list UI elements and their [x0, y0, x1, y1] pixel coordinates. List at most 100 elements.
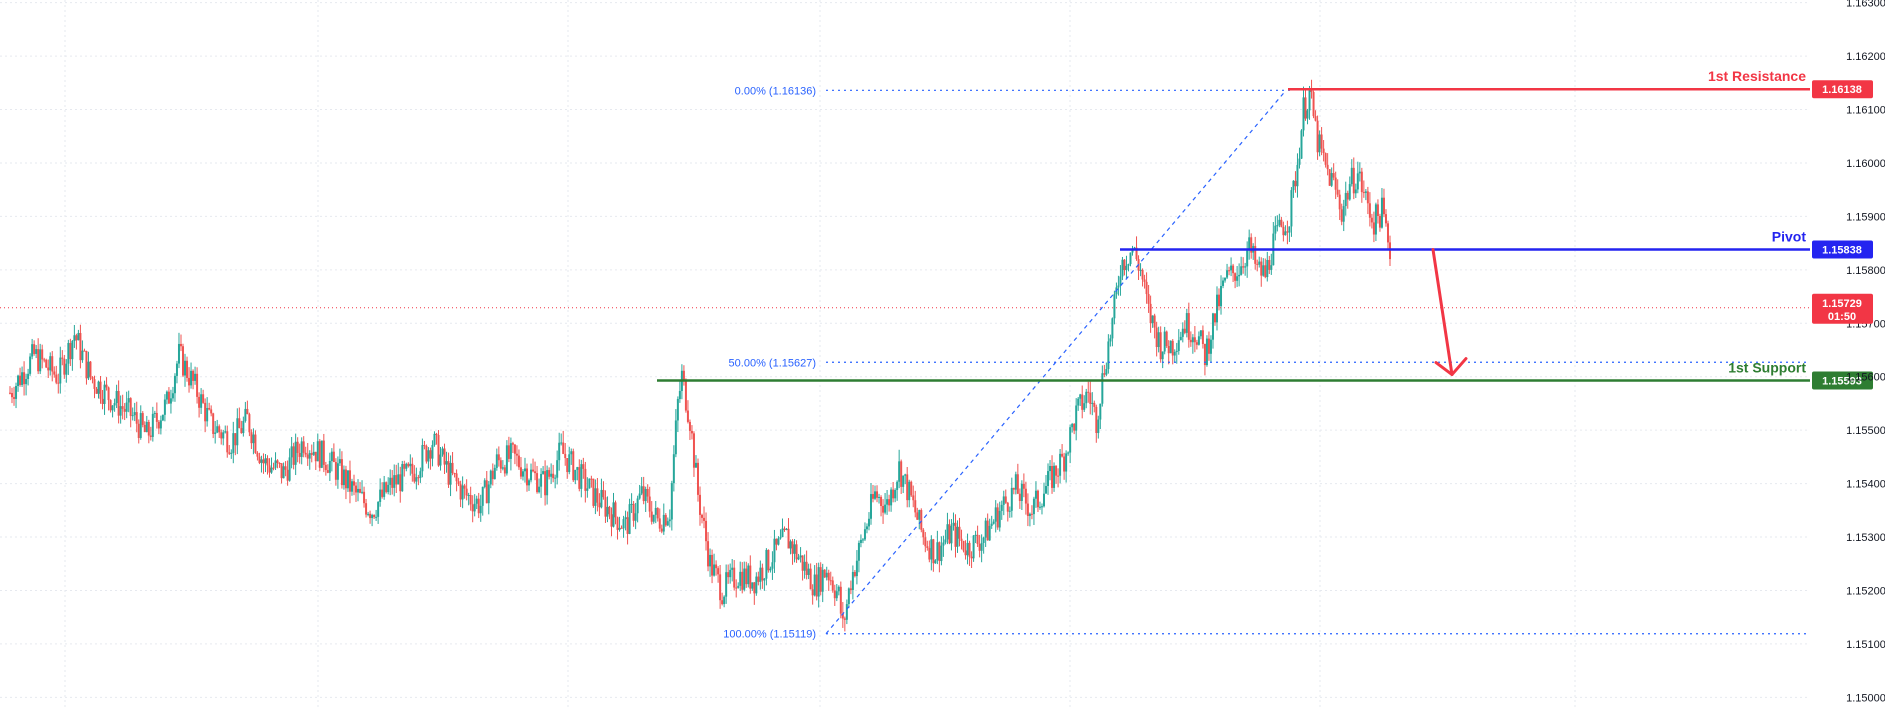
candle-body [505, 445, 508, 474]
candle-body [771, 562, 774, 569]
price-axis[interactable]: 1.15000 1.15100 1.15200 1.15300 1.15400 1.155… [1810, 0, 1885, 708]
candle-body [703, 517, 706, 521]
candle-body [660, 528, 663, 532]
candle-body [397, 474, 400, 485]
candle-body [266, 458, 269, 466]
candle-body [1053, 465, 1056, 488]
candle-body [932, 539, 935, 564]
candle-body [57, 382, 60, 384]
candle-body [1262, 265, 1265, 276]
candle-body [425, 445, 428, 462]
candle-body [924, 537, 927, 547]
candle-body [843, 618, 846, 620]
candle-body [284, 466, 287, 470]
fib-level-label: 0.00% (1.16136) [735, 85, 816, 97]
candle-body [513, 444, 516, 454]
candle-body [357, 488, 360, 493]
candle-body [290, 446, 293, 458]
candle-body [558, 442, 561, 461]
candle-body [799, 555, 802, 558]
candle-body [833, 590, 836, 599]
candle-body [1028, 513, 1031, 517]
candle-body [1276, 225, 1279, 227]
candle-body [1386, 223, 1389, 243]
candle-body [1141, 269, 1144, 280]
candle-body [312, 451, 315, 455]
candle-body [71, 341, 74, 360]
candle-body [560, 442, 563, 444]
candle-body [972, 535, 975, 559]
candle-body [1036, 490, 1039, 508]
candle-body [1348, 184, 1351, 200]
candle-body [988, 525, 991, 541]
candle-body [566, 458, 569, 473]
candle-body [1306, 110, 1309, 119]
candle-body [580, 464, 583, 489]
candle-body [1171, 340, 1174, 356]
candle-body [892, 489, 895, 499]
candle-body [882, 505, 885, 513]
candle-body [570, 451, 573, 455]
candle-body [725, 572, 728, 597]
candle-body [861, 539, 864, 541]
candle-body [491, 470, 494, 480]
support-price-tag[interactable] [1812, 371, 1873, 390]
candle-body [244, 408, 247, 421]
candle-body [686, 410, 689, 422]
candle-body [990, 523, 993, 526]
candle-body [89, 361, 92, 377]
candle-body [970, 556, 973, 559]
candle-body [920, 510, 923, 530]
candle-body [37, 349, 40, 372]
candle-body [318, 441, 321, 468]
candle-body [793, 544, 796, 554]
support-price-label: 1.15593 [1822, 375, 1862, 387]
candle-body [338, 459, 341, 464]
candle-body [544, 471, 547, 496]
candle-body [73, 335, 76, 342]
candle-body [572, 451, 575, 481]
candle-body [55, 374, 58, 383]
candle-body [596, 488, 599, 503]
candle-body [294, 441, 297, 465]
candle-body [133, 412, 136, 416]
candle-body [640, 486, 643, 494]
price-tick-label: 1.15400 [1846, 479, 1885, 491]
pivot-price-tag[interactable] [1812, 240, 1873, 259]
candle-body [632, 503, 635, 521]
candle-body [1135, 247, 1138, 260]
candle-body [280, 463, 283, 479]
candle-body [1358, 171, 1361, 174]
candle-body [648, 496, 651, 512]
candle-body [630, 503, 633, 505]
candle-body [598, 502, 601, 508]
candle-body [97, 381, 100, 394]
candle-body [869, 494, 872, 519]
candle-body [777, 538, 780, 545]
candle-body [1266, 259, 1269, 278]
candle-body [1268, 259, 1271, 270]
candle-body [805, 561, 808, 575]
current-price-tag[interactable] [1812, 293, 1873, 324]
candle-body [594, 488, 597, 506]
candle-body [1079, 394, 1082, 399]
candle-body [487, 484, 490, 504]
candle-body [620, 527, 623, 529]
candle-body [161, 414, 164, 421]
candle-body [1282, 226, 1285, 236]
candle-body [759, 567, 762, 582]
candle-body [938, 542, 941, 562]
candle-body [186, 360, 189, 378]
candle-body [119, 406, 122, 416]
candle-body [699, 494, 701, 515]
price-tick-label: 1.15600 [1846, 372, 1885, 384]
candle-body [401, 464, 404, 492]
resistance-price-tag[interactable] [1812, 80, 1873, 99]
candle-body [739, 571, 742, 586]
candle-body [604, 497, 607, 517]
candle-body [109, 400, 112, 411]
candle-body [135, 412, 138, 424]
candle-body [636, 498, 639, 514]
candle-body [835, 591, 838, 599]
